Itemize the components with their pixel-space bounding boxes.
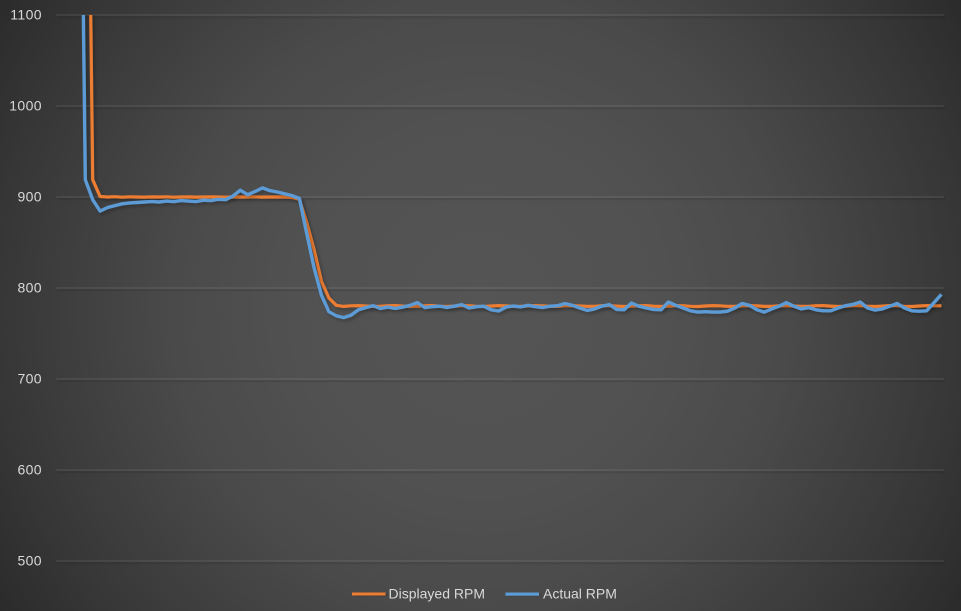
- svg-text:500: 500: [17, 553, 42, 569]
- svg-text:Actual RPM: Actual RPM: [543, 586, 617, 602]
- svg-text:900: 900: [17, 189, 42, 205]
- svg-text:800: 800: [17, 280, 42, 296]
- svg-text:1000: 1000: [9, 98, 42, 114]
- svg-text:Displayed RPM: Displayed RPM: [389, 586, 485, 602]
- svg-text:1100: 1100: [10, 7, 42, 23]
- svg-text:700: 700: [17, 371, 42, 387]
- svg-text:600: 600: [17, 462, 42, 478]
